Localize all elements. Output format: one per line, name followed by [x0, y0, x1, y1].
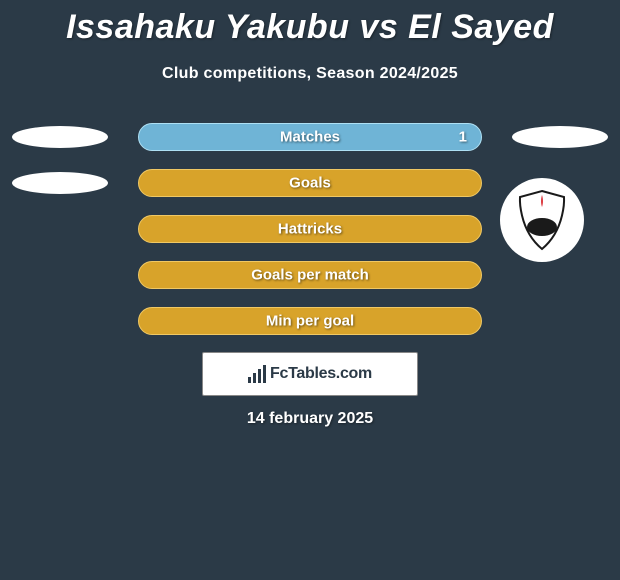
- stat-label: Goals: [289, 175, 331, 192]
- player-left-placeholder: [12, 126, 108, 148]
- shield-icon: [514, 189, 570, 251]
- stat-pill: Hattricks: [138, 215, 482, 243]
- date-text: 14 february 2025: [247, 410, 373, 428]
- chart-bars-icon: [248, 365, 266, 383]
- stat-row: Min per goal: [0, 307, 620, 335]
- club-badge: [500, 178, 584, 262]
- page-subtitle: Club competitions, Season 2024/2025: [0, 65, 620, 83]
- footer-brand-box: FcTables.com: [202, 352, 418, 396]
- page-title: Issahaku Yakubu vs El Sayed: [0, 0, 620, 47]
- stat-label: Matches: [280, 129, 340, 146]
- stat-pill: Goals per match: [138, 261, 482, 289]
- footer-logo: FcTables.com: [248, 365, 372, 383]
- stat-label: Goals per match: [251, 267, 369, 284]
- stat-value-right: 1: [459, 129, 467, 146]
- stat-row: Goals per match: [0, 261, 620, 289]
- footer-brand-text: FcTables.com: [270, 365, 372, 383]
- stat-label: Hattricks: [278, 221, 342, 238]
- stat-pill: Goals: [138, 169, 482, 197]
- player-left-placeholder: [12, 172, 108, 194]
- stat-pill: Matches 1: [138, 123, 482, 151]
- stat-pill: Min per goal: [138, 307, 482, 335]
- stat-row: Matches 1: [0, 123, 620, 151]
- player-right-placeholder: [512, 126, 608, 148]
- stat-label: Min per goal: [266, 313, 354, 330]
